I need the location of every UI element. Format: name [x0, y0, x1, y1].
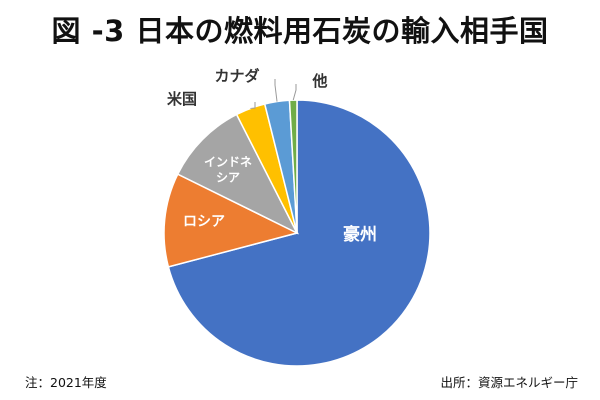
slice-label: 米国 [167, 90, 197, 108]
footnote-source: 出所：資源エネルギー庁 [440, 375, 578, 390]
slice-label: ロシア [183, 214, 225, 230]
footnote-note: 注：2021年度 [25, 375, 107, 390]
pie-slice [167, 99, 431, 367]
leader-line [250, 102, 256, 109]
leader-line [274, 79, 278, 102]
pie-slice [163, 173, 300, 268]
pie-slice [288, 99, 298, 234]
slice-label: インドネシア [204, 155, 252, 185]
leader-line [292, 84, 297, 101]
slice-label: 他 [311, 72, 327, 90]
slice-label: 豪州 [343, 224, 377, 245]
slice-label: カナダ [214, 67, 259, 85]
chart-title: 図 -3 日本の燃料用石炭の輸入相手国 [51, 14, 549, 48]
pie-slice [176, 113, 299, 235]
